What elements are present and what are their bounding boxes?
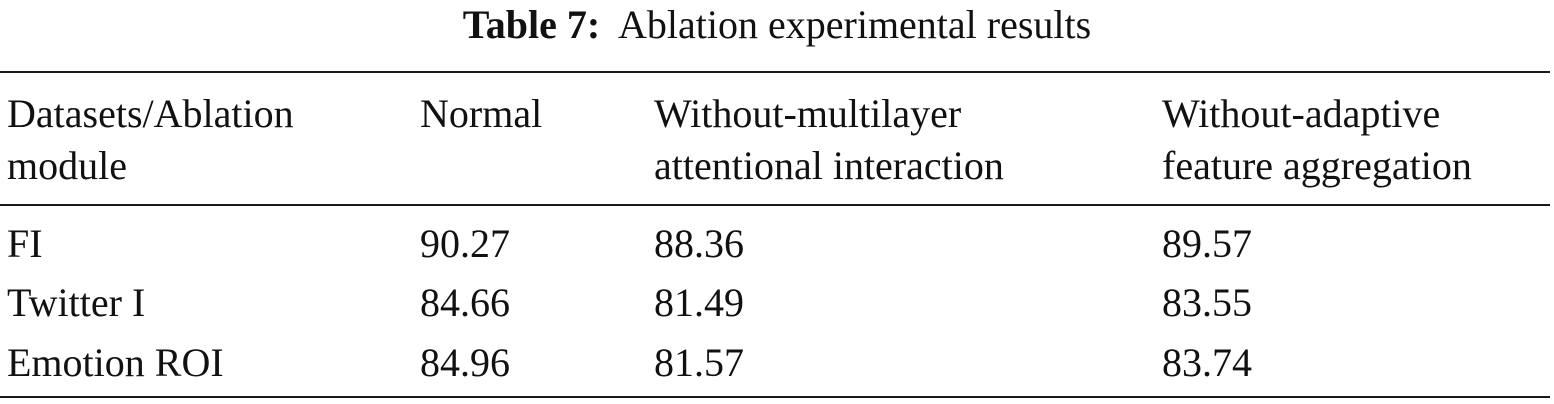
row-label: FI — [7, 221, 43, 266]
cell-without-multilayer: 81.49 — [654, 280, 744, 325]
header-datasets: Datasets/Ablation module — [7, 91, 294, 188]
header-rule — [0, 204, 1550, 206]
top-rule — [0, 71, 1550, 73]
cell-normal: 84.96 — [420, 340, 510, 385]
table-caption: Table 7: Ablation experimental results — [0, 0, 1554, 58]
cell-without-multilayer: 81.57 — [654, 340, 744, 385]
cell-without-adaptive: 83.74 — [1162, 340, 1252, 385]
table-number: Table 7: — [462, 2, 601, 47]
cell-normal: 90.27 — [420, 221, 510, 266]
row-label: Twitter I — [7, 280, 146, 325]
cell-without-adaptive: 89.57 — [1162, 221, 1252, 266]
cell-without-multilayer: 88.36 — [654, 221, 744, 266]
cell-without-adaptive: 83.55 — [1162, 280, 1252, 325]
table-title: Ablation experimental results — [618, 2, 1092, 47]
row-label: Emotion ROI — [7, 340, 224, 385]
header-without-adaptive: Without-adaptive feature aggregation — [1162, 91, 1472, 188]
cell-normal: 84.66 — [420, 280, 510, 325]
header-without-multilayer: Without-multilayer attentional interacti… — [654, 91, 1004, 188]
bottom-rule — [0, 396, 1550, 398]
header-normal: Normal — [420, 91, 543, 136]
